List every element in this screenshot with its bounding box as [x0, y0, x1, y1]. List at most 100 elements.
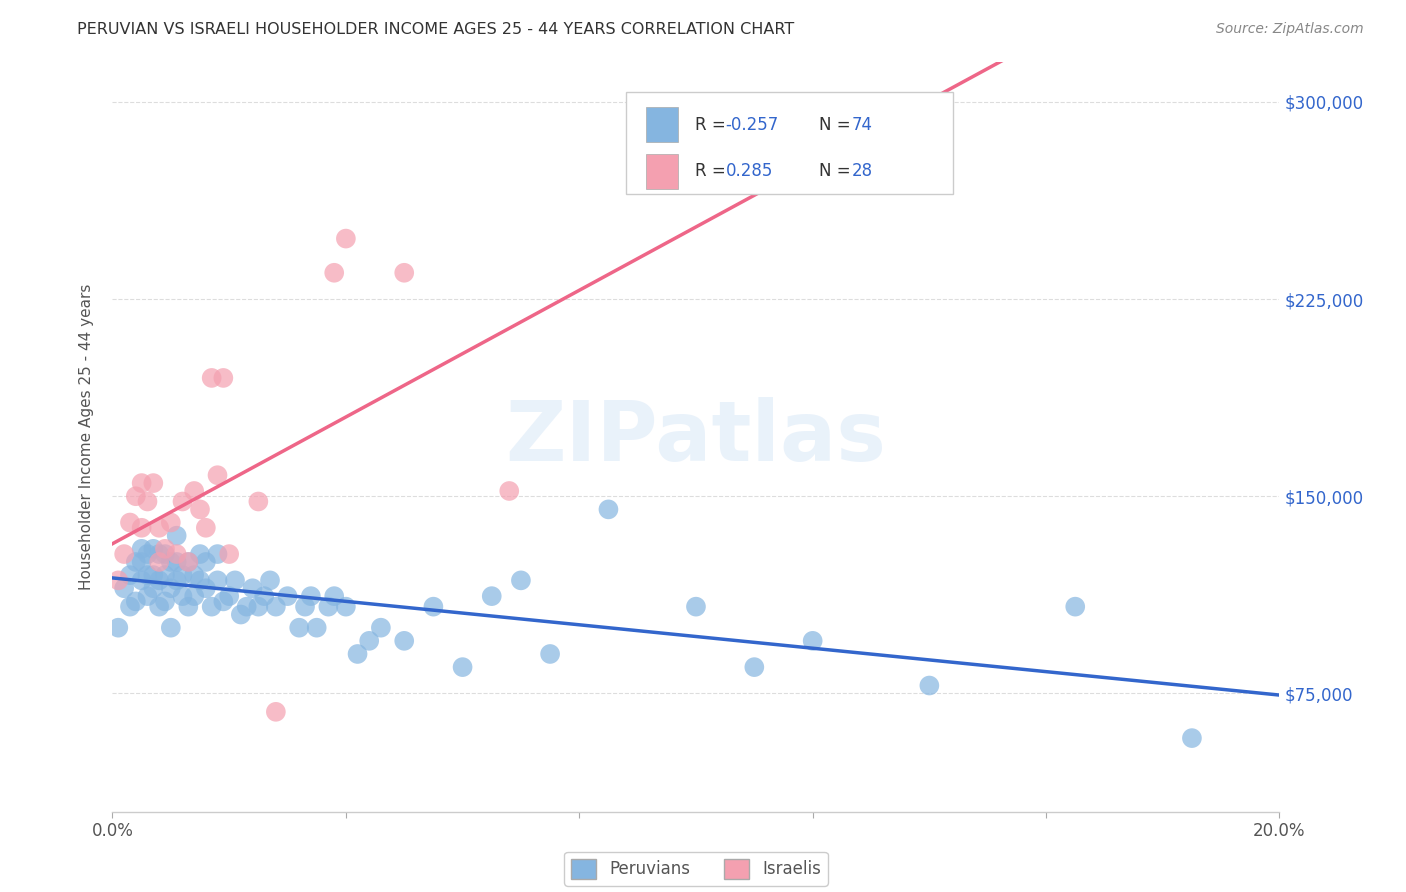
- Text: ZIPatlas: ZIPatlas: [506, 397, 886, 477]
- Point: [172, 589, 194, 603]
- Point: [188, 547, 211, 561]
- Point: [188, 574, 211, 588]
- Point: [131, 521, 153, 535]
- Point: [136, 568, 159, 582]
- Point: [335, 599, 357, 614]
- Point: [153, 547, 176, 561]
- Point: [142, 568, 165, 582]
- Point: [247, 599, 270, 614]
- Point: [801, 633, 824, 648]
- Point: [247, 494, 270, 508]
- Point: [207, 468, 229, 483]
- Point: [153, 594, 176, 608]
- Point: [598, 502, 620, 516]
- Point: [685, 599, 707, 614]
- Point: [188, 502, 211, 516]
- Text: R =: R =: [695, 162, 731, 180]
- Text: R =: R =: [695, 116, 731, 134]
- Point: [370, 621, 392, 635]
- Text: 28: 28: [852, 162, 873, 180]
- Point: [183, 589, 205, 603]
- FancyBboxPatch shape: [626, 93, 953, 194]
- Point: [212, 371, 235, 385]
- Point: [125, 555, 148, 569]
- Point: [305, 621, 328, 635]
- Point: [194, 521, 217, 535]
- Point: [294, 599, 316, 614]
- Point: [131, 541, 153, 556]
- FancyBboxPatch shape: [645, 107, 678, 143]
- Point: [112, 581, 135, 595]
- Point: [172, 494, 194, 508]
- Point: [742, 660, 765, 674]
- Text: N =: N =: [818, 116, 856, 134]
- Point: [177, 555, 200, 569]
- Point: [136, 547, 159, 561]
- Point: [183, 568, 205, 582]
- Point: [118, 568, 141, 582]
- Point: [509, 574, 531, 588]
- Point: [160, 555, 183, 569]
- Point: [136, 494, 159, 508]
- Point: [172, 568, 194, 582]
- Point: [125, 489, 148, 503]
- Point: [323, 589, 346, 603]
- Point: [207, 547, 229, 561]
- Point: [538, 647, 561, 661]
- Point: [153, 541, 176, 556]
- Point: [177, 555, 200, 569]
- Point: [166, 547, 188, 561]
- Point: [112, 547, 135, 561]
- Point: [359, 633, 381, 648]
- Point: [142, 476, 165, 491]
- Point: [201, 599, 224, 614]
- Point: [918, 679, 941, 693]
- FancyBboxPatch shape: [645, 153, 678, 189]
- Point: [335, 231, 357, 245]
- Point: [136, 589, 159, 603]
- Point: [481, 589, 503, 603]
- Point: [148, 547, 170, 561]
- Point: [253, 589, 276, 603]
- Y-axis label: Householder Income Ages 25 - 44 years: Householder Income Ages 25 - 44 years: [79, 284, 94, 591]
- Point: [264, 705, 287, 719]
- Point: [207, 574, 229, 588]
- Point: [394, 633, 416, 648]
- Point: [218, 589, 240, 603]
- Text: 74: 74: [852, 116, 872, 134]
- Point: [264, 599, 287, 614]
- Point: [201, 371, 224, 385]
- Point: [422, 599, 444, 614]
- Point: [299, 589, 322, 603]
- Point: [346, 647, 368, 661]
- Point: [148, 574, 170, 588]
- Point: [118, 516, 141, 530]
- Point: [131, 555, 153, 569]
- Point: [131, 574, 153, 588]
- Point: [218, 547, 240, 561]
- Point: [107, 621, 129, 635]
- Point: [194, 555, 217, 569]
- Point: [288, 621, 311, 635]
- Point: [1064, 599, 1087, 614]
- Point: [276, 589, 298, 603]
- Legend: Peruvians, Israelis: Peruvians, Israelis: [564, 852, 828, 886]
- Point: [323, 266, 346, 280]
- Point: [148, 521, 170, 535]
- Point: [1181, 731, 1204, 745]
- Point: [212, 594, 235, 608]
- Point: [131, 476, 153, 491]
- Point: [451, 660, 474, 674]
- Point: [259, 574, 281, 588]
- Point: [118, 599, 141, 614]
- Point: [183, 483, 205, 498]
- Text: Source: ZipAtlas.com: Source: ZipAtlas.com: [1216, 22, 1364, 37]
- Point: [498, 483, 520, 498]
- Point: [148, 599, 170, 614]
- Point: [160, 621, 183, 635]
- Text: 0.285: 0.285: [725, 162, 773, 180]
- Text: PERUVIAN VS ISRAELI HOUSEHOLDER INCOME AGES 25 - 44 YEARS CORRELATION CHART: PERUVIAN VS ISRAELI HOUSEHOLDER INCOME A…: [77, 22, 794, 37]
- Point: [142, 581, 165, 595]
- Point: [160, 516, 183, 530]
- Point: [160, 581, 183, 595]
